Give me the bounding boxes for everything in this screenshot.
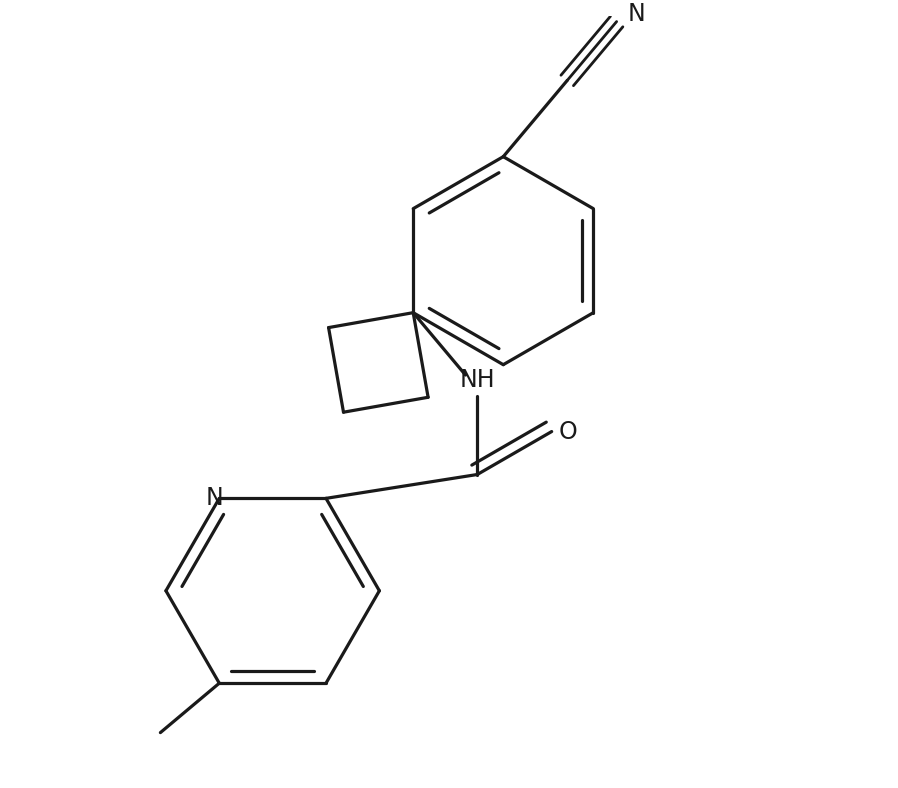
Text: O: O (559, 419, 577, 444)
Text: NH: NH (460, 367, 495, 392)
Text: N: N (206, 486, 224, 511)
Text: N: N (628, 2, 646, 26)
